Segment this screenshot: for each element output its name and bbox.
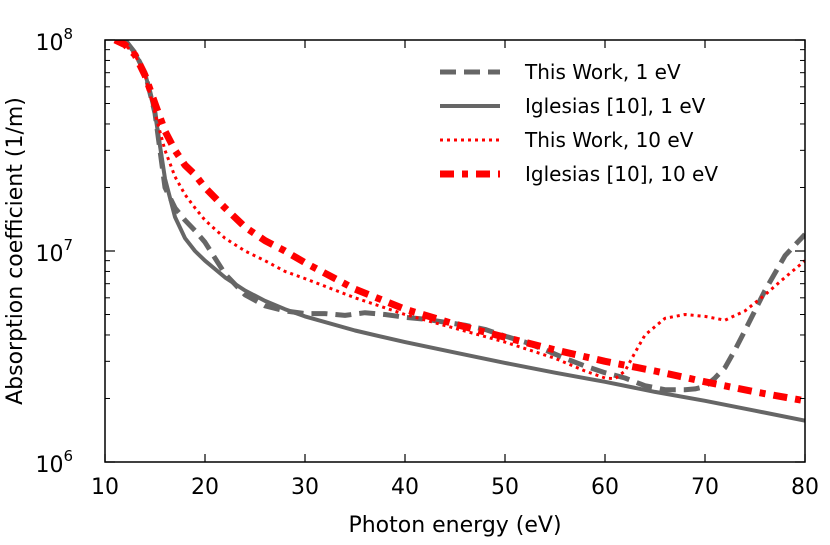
x-tick-label-2: 30 (291, 475, 319, 500)
x-axis-title: Photon energy (eV) (348, 513, 561, 538)
x-tick-label-4: 50 (491, 475, 519, 500)
y-tick-exp-2: 8 (63, 25, 73, 43)
x-tick-label-6: 70 (691, 475, 719, 500)
x-tick-label-5: 60 (591, 475, 619, 500)
series-line-0 (123, 40, 805, 393)
x-tick-label-0: 10 (91, 475, 119, 500)
y-tick-label-2: 108 (35, 25, 73, 56)
y-tick-exp-0: 6 (63, 447, 73, 465)
y-tick-label-0: 106 (35, 447, 73, 478)
series-lines (113, 40, 805, 423)
legend-label-3: Iglesias [10], 10 eV (525, 162, 718, 186)
legend-label-0: This Work, 1 eV (524, 60, 681, 84)
series-line-2 (114, 40, 805, 381)
legend: This Work, 1 eV Iglesias [10], 1 eV This W… (440, 60, 718, 186)
series-line-3 (113, 40, 805, 405)
y-tick-exp-1: 7 (63, 236, 73, 254)
x-tick-label-1: 20 (191, 475, 219, 500)
y-tick-base-0: 10 (35, 453, 63, 478)
y-tick-base-1: 10 (35, 242, 63, 267)
y-tick-base-2: 10 (35, 31, 63, 56)
x-tick-label-3: 40 (391, 475, 419, 500)
y-axis-title: Absorption coefficient (1/m) (3, 97, 28, 405)
legend-label-1: Iglesias [10], 1 eV (525, 94, 706, 118)
legend-label-2: This Work, 10 eV (524, 128, 694, 152)
y-tick-label-1: 107 (35, 236, 73, 267)
plot-area (113, 40, 805, 423)
x-tick-label-7: 80 (791, 475, 819, 500)
